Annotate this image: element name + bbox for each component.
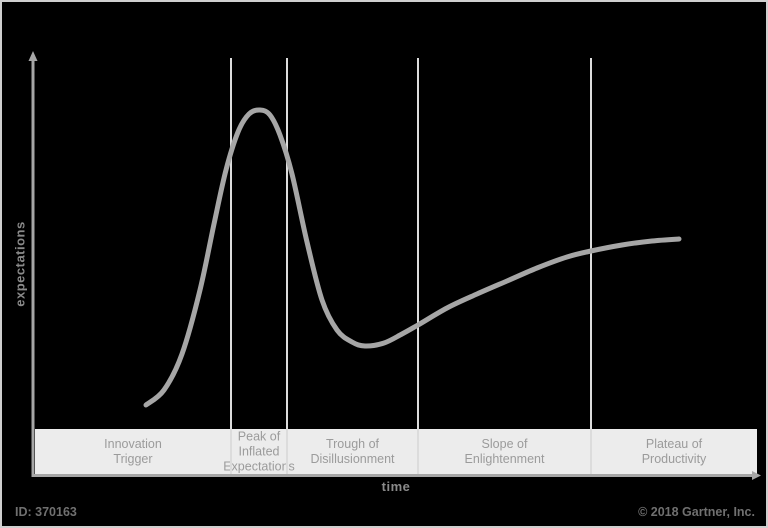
- phase-label-line: Trough of: [325, 436, 380, 451]
- chart-id-label: ID: 370163: [15, 505, 77, 519]
- phase-label-line: Disillusionment: [310, 451, 395, 466]
- phase-label-line: Peak of: [237, 429, 281, 443]
- phase-label-line: Plateau of: [645, 436, 703, 451]
- phase-label-line: Innovation: [104, 436, 162, 451]
- phase-label-line: Slope of: [481, 436, 528, 451]
- phase-label-line: Inflated: [238, 444, 280, 458]
- copyright-label: © 2018 Gartner, Inc.: [638, 505, 755, 519]
- phase-label-line: Enlightenment: [464, 451, 545, 466]
- phase-label-line: Productivity: [641, 451, 707, 466]
- phase-label-line: Expectations: [223, 459, 295, 473]
- phase-gridlines: [230, 58, 592, 474]
- hype-cycle-curve: [143, 107, 682, 408]
- phase-label-innovation-trigger: Innovation Trigger: [104, 437, 162, 467]
- phase-label-slope-of-enlightenment: Slope of Enlightenment: [465, 437, 545, 467]
- phase-label-line: Trigger: [113, 451, 153, 466]
- y-axis-label: expectations: [12, 221, 28, 307]
- phase-label-trough-of-disillusionment: Trough of Disillusionment: [310, 437, 394, 467]
- phase-band: Innovation Trigger Peak of Inflated Expectat…: [35, 429, 757, 474]
- x-axis-label: time: [381, 479, 411, 494]
- y-axis-arrow-icon: [28, 51, 38, 61]
- phase-label-plateau-of-productivity: Plateau of Productivity: [642, 437, 707, 467]
- phase-label-peak-of-inflated-expectations: Peak of Inflated Expectations: [223, 429, 295, 474]
